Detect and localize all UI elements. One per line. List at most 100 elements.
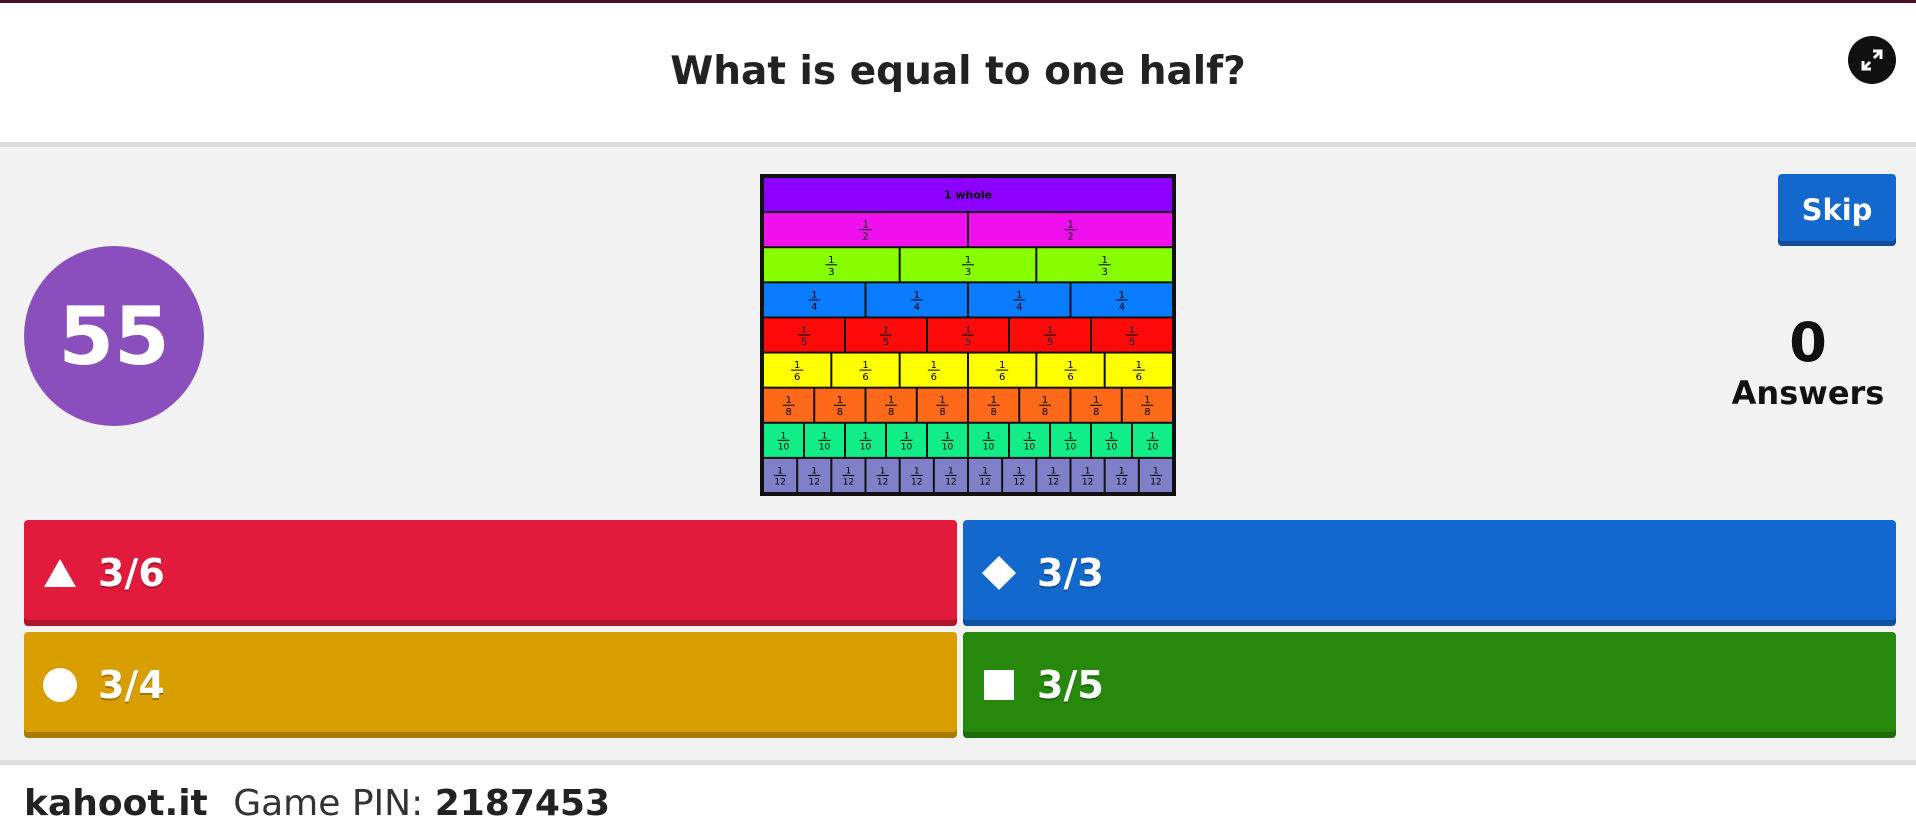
fraction-denominator: 6 [931, 372, 937, 383]
answer-label: 3/4 [98, 663, 165, 707]
fraction-denominator: 10 [1024, 442, 1036, 452]
fraction-numerator: 1 [914, 290, 920, 301]
skip-button[interactable]: Skip [1778, 174, 1896, 246]
fraction-numerator: 1 [945, 431, 951, 441]
fraction-denominator: 5 [1129, 337, 1135, 348]
question-header: What is equal to one half? [0, 3, 1916, 147]
fraction-denominator: 12 [1014, 477, 1025, 487]
fraction-numerator: 1 [811, 466, 817, 476]
fraction-numerator: 1 [822, 431, 828, 441]
fraction-denominator: 3 [965, 267, 971, 278]
diamond-icon [981, 555, 1017, 591]
fraction-denominator: 6 [1136, 372, 1142, 383]
fraction-numerator: 1 [1150, 431, 1156, 441]
fraction-numerator: 1 [1051, 466, 1057, 476]
fraction-denominator: 4 [811, 302, 817, 313]
game-pin-row: kahoot.it Game PIN: 2187453 [24, 783, 610, 824]
fraction-denominator: 12 [945, 477, 956, 487]
fraction-numerator: 1 [1068, 431, 1074, 441]
fraction-numerator: 1 [1027, 431, 1033, 441]
fraction-denominator: 5 [1047, 337, 1053, 348]
fraction-denominator: 6 [862, 372, 868, 383]
fraction-denominator: 10 [1106, 442, 1118, 452]
fraction-numerator: 1 [1129, 325, 1135, 336]
fraction-denominator: 12 [774, 477, 785, 487]
fraction-denominator: 6 [794, 372, 800, 383]
answer-label: 3/5 [1037, 663, 1104, 707]
answer-option-green[interactable]: 3/5 [963, 632, 1896, 738]
fraction-denominator: 12 [843, 477, 854, 487]
fraction-denominator: 8 [939, 407, 945, 418]
fraction-numerator: 1 [939, 395, 945, 406]
square-icon [981, 667, 1017, 703]
fraction-numerator: 1 [990, 395, 996, 406]
triangle-icon [42, 555, 78, 591]
fullscreen-button[interactable] [1848, 36, 1896, 84]
fraction-numerator: 1 [965, 325, 971, 336]
fraction-numerator: 1 [965, 255, 971, 266]
answers-counter: 0 Answers [1720, 311, 1896, 413]
fraction-denominator: 10 [778, 442, 790, 452]
fraction-numerator: 1 [931, 360, 937, 371]
fraction-denominator: 5 [965, 337, 971, 348]
fraction-numerator: 1 [1136, 360, 1142, 371]
fraction-numerator: 1 [777, 466, 783, 476]
fraction-strips-image: 1 whole 1 2 1 2 1 3 1 3 1 3 1 4 1 4 1 4 1 4 1 5 1 5 1 5 1 5 1 5 1 6 1 6 1… [760, 174, 1176, 496]
fraction-denominator: 2 [862, 232, 868, 243]
fraction-denominator: 12 [1048, 477, 1059, 487]
fraction-denominator: 8 [785, 407, 791, 418]
countdown-timer: 55 [24, 246, 204, 426]
fraction-denominator: 8 [1042, 407, 1048, 418]
question-title: What is equal to one half? [670, 49, 1246, 94]
fraction-denominator: 4 [914, 302, 920, 313]
fraction-numerator: 1 [1109, 431, 1115, 441]
fraction-denominator: 8 [1144, 407, 1150, 418]
fraction-numerator: 1 [794, 360, 800, 371]
fraction-numerator: 1 [862, 360, 868, 371]
expand-icon [1861, 49, 1883, 71]
top-accent-line [0, 0, 1916, 3]
fraction-denominator: 8 [1093, 407, 1099, 418]
fraction-denominator: 12 [1082, 477, 1093, 487]
fraction-denominator: 3 [828, 267, 834, 278]
answer-option-gold[interactable]: 3/4 [24, 632, 957, 738]
fraction-numerator: 1 [1042, 395, 1048, 406]
brand-logo-text: kahoot.it [24, 783, 208, 824]
fraction-numerator: 1 [883, 325, 889, 336]
fraction-denominator: 12 [1150, 477, 1161, 487]
fraction-denominator: 10 [942, 442, 954, 452]
fraction-denominator: 10 [819, 442, 831, 452]
fraction-denominator: 12 [1116, 477, 1127, 487]
fraction-numerator: 1 [948, 466, 954, 476]
answers-count: 0 [1789, 311, 1827, 374]
fraction-denominator: 2 [1067, 232, 1073, 243]
fraction-numerator: 1 [999, 360, 1005, 371]
fraction-numerator: 1 [811, 290, 817, 301]
fraction-denominator: 10 [983, 442, 995, 452]
fraction-numerator: 1 [781, 431, 787, 441]
fraction-numerator: 1 [862, 220, 868, 231]
fraction-numerator: 1 [982, 466, 988, 476]
answer-option-red[interactable]: 3/6 [24, 520, 957, 626]
answer-option-blue[interactable]: 3/3 [963, 520, 1896, 626]
fraction-denominator: 8 [837, 407, 843, 418]
fraction-denominator: 10 [1065, 442, 1077, 452]
fraction-denominator: 10 [901, 442, 913, 452]
fraction-numerator: 1 [1067, 360, 1073, 371]
fraction-numerator: 1 [828, 255, 834, 266]
fraction-denominator: 6 [999, 372, 1005, 383]
fraction-denominator: 4 [1119, 302, 1125, 313]
fraction-numerator: 1 [1016, 290, 1022, 301]
fraction-numerator: 1 [1067, 220, 1073, 231]
fraction-strips-graphic: 1 whole121213131314141414151515151516161… [764, 178, 1172, 492]
fraction-numerator: 1 [863, 431, 869, 441]
fraction-numerator: 1 [904, 431, 910, 441]
fraction-numerator: 1 [785, 395, 791, 406]
fraction-numerator: 1 [1016, 466, 1022, 476]
fraction-denominator: 8 [990, 407, 996, 418]
game-pin-value: 2187453 [434, 783, 611, 824]
fraction-numerator: 1 [846, 466, 852, 476]
fraction-numerator: 1 [1119, 466, 1125, 476]
fraction-numerator: 1 [837, 395, 843, 406]
fraction-cell [764, 178, 1172, 212]
